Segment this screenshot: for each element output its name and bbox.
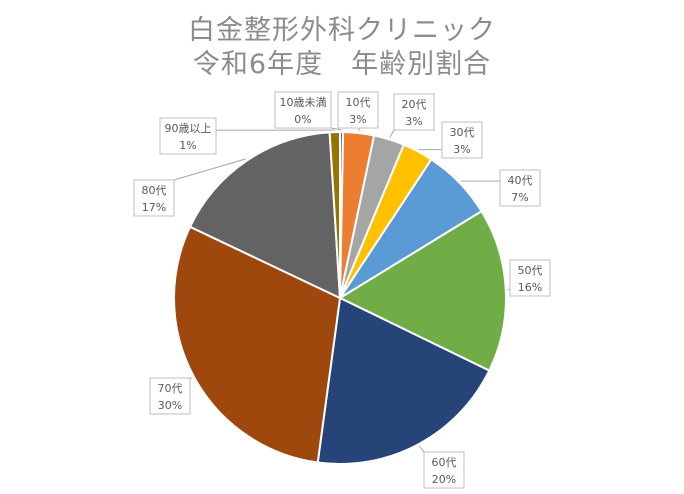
slice-percent-label: 30% bbox=[158, 399, 182, 412]
slice-category-label: 80代 bbox=[142, 184, 167, 197]
chart-title-line-1: 白金整形外科クリニック bbox=[188, 15, 496, 46]
leader-line bbox=[330, 127, 342, 131]
slice-percent-label: 7% bbox=[511, 191, 528, 204]
data-label-box bbox=[423, 451, 465, 489]
leader-line bbox=[389, 129, 395, 138]
slice-category-label: 40代 bbox=[508, 174, 533, 187]
slice-percent-label: 20% bbox=[432, 473, 456, 486]
slice-category-label: 90歳以上 bbox=[165, 122, 212, 135]
leader-line bbox=[173, 158, 246, 181]
slice-category-label: 10歳未満 bbox=[280, 96, 327, 109]
pie-slice bbox=[328, 130, 341, 299]
slice-percent-label: 17% bbox=[142, 201, 166, 214]
data-label-box bbox=[337, 91, 379, 129]
data-label-box bbox=[149, 377, 191, 415]
pie-slice bbox=[316, 296, 491, 465]
slice-category-label: 10代 bbox=[346, 96, 371, 109]
data-label-box bbox=[499, 169, 541, 207]
pie-slices bbox=[173, 130, 507, 465]
data-label-box bbox=[393, 93, 435, 131]
data-label-box bbox=[274, 91, 332, 129]
slice-category-label: 60代 bbox=[432, 456, 457, 469]
slice-category-label: 50代 bbox=[518, 264, 543, 277]
slice-percent-label: 16% bbox=[518, 281, 542, 294]
data-label-box bbox=[159, 117, 217, 155]
pie-slice bbox=[188, 131, 342, 300]
slice-percent-label: 1% bbox=[179, 139, 196, 152]
pie-labels: 10歳未満 0% 10代 3% 20代 3% 30代 3% 40代 7% 50代 16% 60代 20% 7… bbox=[133, 91, 551, 489]
pie-slice bbox=[337, 209, 507, 372]
chart-title-line-2: 令和6年度 年齢別割合 bbox=[192, 49, 492, 80]
data-label-box bbox=[441, 121, 483, 159]
slice-percent-label: 0% bbox=[294, 113, 311, 126]
slice-percent-label: 3% bbox=[405, 115, 422, 128]
slice-category-label: 20代 bbox=[402, 98, 427, 111]
slice-percent-label: 3% bbox=[349, 113, 366, 126]
slice-category-label: 70代 bbox=[158, 382, 183, 395]
data-label-box bbox=[133, 179, 175, 217]
data-label-box bbox=[509, 259, 551, 297]
slice-category-label: 30代 bbox=[450, 126, 475, 139]
leader-line bbox=[418, 445, 425, 453]
pie-slice bbox=[173, 225, 342, 464]
slice-percent-label: 3% bbox=[453, 143, 470, 156]
